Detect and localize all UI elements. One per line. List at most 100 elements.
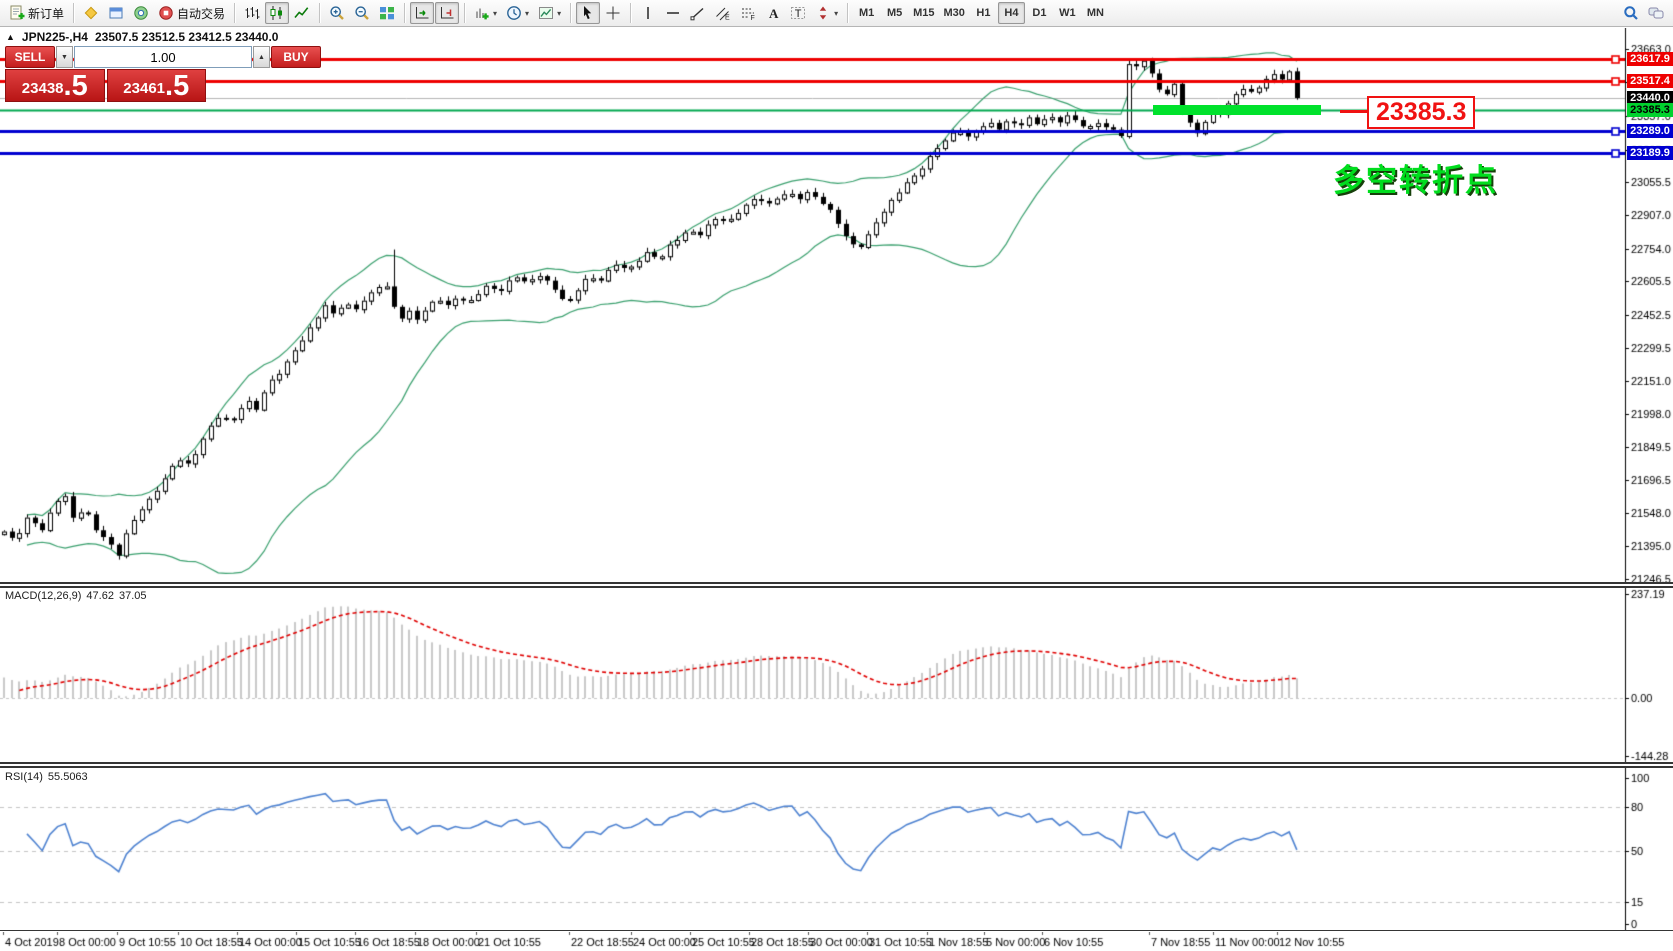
chevron-down-icon: ▾ [557,8,562,18]
arrows-icon [815,5,831,21]
zoom-in-icon [329,5,345,21]
macd-name: MACD(12,26,9) [5,590,82,602]
pivot-annotation-text[interactable]: 多空转折点 [1333,163,1498,198]
timeframe-h4-button[interactable]: H4 [997,2,1025,24]
bars-chart-icon [244,5,260,21]
buy-button[interactable]: BUY [271,46,321,68]
volume-increase-button[interactable]: ▲ [253,46,270,68]
macd-panel-canvas[interactable] [0,588,1673,762]
indicators-button[interactable]: ▾ [470,2,501,24]
auto-scroll-button[interactable] [410,2,435,24]
panel-collapse-icon[interactable]: ▲ [6,32,15,42]
volume-input[interactable] [74,46,252,68]
main-macd-separator[interactable] [0,582,1673,588]
trendline-icon [690,5,706,21]
hline-icon [665,5,681,21]
periods-button[interactable]: ▾ [502,2,533,24]
toolbar-button-label: 新订单 [28,6,65,21]
text-label-button[interactable]: T [786,2,810,24]
rsi-value: 55.5063 [47,771,88,783]
symbol-ohlc: 23507.5 23512.5 23412.5 23440.0 [94,30,279,44]
timeframe-m15-button[interactable]: M15 [913,7,935,19]
tile-windows-icon [379,5,395,21]
profiles-button[interactable] [104,2,128,24]
candlestick-chart-button[interactable] [265,2,290,24]
autotrading-icon [158,5,174,21]
chevron-down-icon: ▾ [493,8,498,18]
price-tag-23517.4: 23517.4 [1627,74,1673,88]
trendline-button[interactable] [686,2,710,24]
timeframe-h1-button[interactable]: H1 [976,7,991,19]
chevron-down-icon: ▾ [834,8,839,18]
search-icon [1623,5,1639,21]
date-axis-canvas [0,932,1673,951]
zoom-out-button[interactable] [350,2,374,24]
vertical-line-button[interactable] [636,2,660,24]
rsi-indicator-label: RSI(14) 55.5063 [5,771,88,783]
signals-button[interactable] [129,2,153,24]
vline-icon [640,5,656,21]
price-tag-23189.9: 23189.9 [1627,146,1673,160]
symbol-info-line: ▲ JPN225-,H4 23507.5 23512.5 23412.5 234… [6,30,278,44]
buy-price-display[interactable]: 23461.5 [106,69,206,102]
toolbar-separator [73,3,75,23]
autotrading-button[interactable]: 自动交易 [154,2,229,24]
cursor-button[interactable] [576,2,601,24]
sell-price-main: 23438 [21,80,64,97]
volume-decrease-button[interactable]: ▼ [56,46,73,68]
channel-icon: E [715,5,731,21]
new-order-button[interactable]: 新订单 [5,2,68,24]
new-chart-button[interactable] [79,2,103,24]
zoom-in-button[interactable] [325,2,349,24]
price-tag-23440.0: 23440.0 [1627,91,1673,105]
equidistant-channel-button[interactable]: E [711,2,735,24]
timeframe-w1-button[interactable]: W1 [1059,7,1076,19]
search-button[interactable] [1619,2,1643,24]
bar-chart-button[interactable] [240,2,264,24]
fibonacci-button[interactable]: F [736,2,760,24]
toolbar-separator [847,3,849,23]
toolbar-separator [570,3,572,23]
text-button[interactable]: A [761,2,785,24]
callout-connector [1340,110,1367,113]
sell-price-display[interactable]: 23438.5 [5,69,105,102]
pivot-highlight-bar[interactable] [1153,105,1321,115]
toolbar-separator [404,3,406,23]
arrows-button[interactable]: ▾ [811,2,842,24]
chart-shift-button[interactable] [435,2,460,24]
signals-icon [133,5,149,21]
indicators-icon [474,5,490,21]
main-toolbar: 新订单 自动交易 ▾ ▾ ▾ E F A T ▾ M1 M5 M15 M30 H1 H4 D1 W1 MN [0,0,1673,27]
svg-text:E: E [725,15,730,22]
timeframe-m30-button[interactable]: M30 [943,7,965,19]
macd-value-signal: 37.05 [118,590,147,602]
rsi-name: RSI(14) [5,771,43,783]
timeframe-mn-button[interactable]: MN [1086,7,1104,19]
tile-windows-button[interactable] [375,2,399,24]
text-icon: A [765,5,781,21]
svg-text:A: A [769,6,779,21]
zoom-out-icon [354,5,370,21]
rsi-panel-canvas[interactable] [0,768,1673,930]
macd-indicator-label: MACD(12,26,9) 47.62 37.05 [5,590,146,602]
sell-price-big: .5 [63,70,88,102]
buy-price-big: .5 [165,70,190,102]
toolbar-separator [234,3,236,23]
pivot-price-callout[interactable]: 23385.3 [1367,96,1476,129]
macd-rsi-separator[interactable] [0,762,1673,768]
crosshair-button[interactable] [601,2,625,24]
sell-button[interactable]: SELL [5,46,55,68]
macd-value-main: 47.62 [86,590,114,602]
templates-button[interactable]: ▾ [534,2,565,24]
timeframe-d1-button[interactable]: D1 [1032,7,1047,19]
timeframe-m1-button[interactable]: M1 [858,7,875,19]
chat-button[interactable] [1644,2,1668,24]
timeframe-m5-button[interactable]: M5 [886,7,903,19]
svg-text:T: T [795,8,802,20]
line-chart-button[interactable] [290,2,314,24]
chart-shift-icon [439,5,455,21]
horizontal-line-button[interactable] [661,2,685,24]
buy-price-main: 23461 [123,80,166,97]
chat-icon [1648,5,1664,21]
profiles-icon [108,5,124,21]
